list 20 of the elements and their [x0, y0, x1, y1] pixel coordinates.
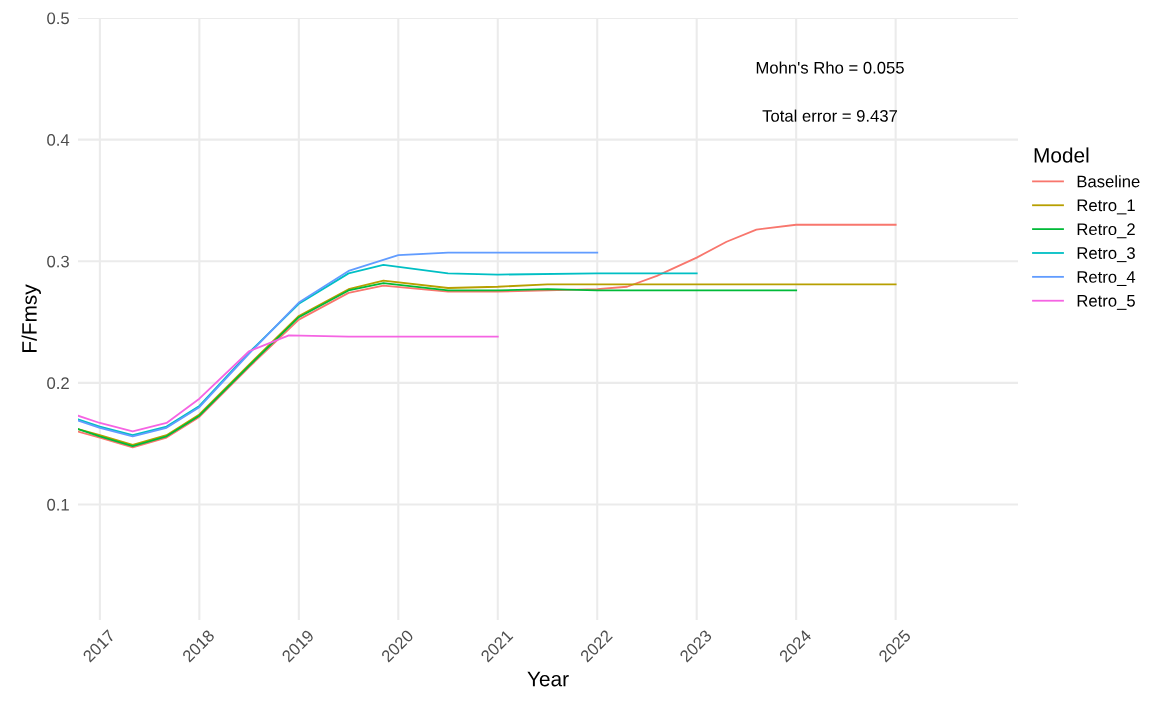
annotation: Total error = 9.437: [762, 109, 898, 122]
line-series: [78, 263, 698, 437]
y-tick-label: 0.2: [47, 377, 69, 390]
legend-label: Baseline: [1077, 175, 1140, 188]
y-axis-title: F/Fmsy: [21, 284, 41, 352]
annotation: Mohn's Rho = 0.055: [756, 61, 904, 74]
y-tick-label: 0.5: [47, 12, 69, 25]
legend-label: Retro_4: [1077, 271, 1136, 286]
line-series: [78, 334, 499, 433]
legend-label: Retro_2: [1077, 223, 1135, 239]
y-tick-label: 0.1: [47, 498, 69, 511]
y-tick-label: 0.4: [47, 134, 70, 146]
x-axis-title: Year: [527, 671, 569, 687]
line-series: [78, 223, 897, 449]
legend-label: Retro_1: [1077, 199, 1135, 215]
legend-title: Model: [1034, 147, 1089, 163]
legend-label: Retro_5: [1077, 295, 1135, 310]
legend-label: Retro_3: [1077, 247, 1135, 263]
y-tick-label: 0.3: [47, 255, 69, 268]
line-series: [78, 251, 599, 438]
